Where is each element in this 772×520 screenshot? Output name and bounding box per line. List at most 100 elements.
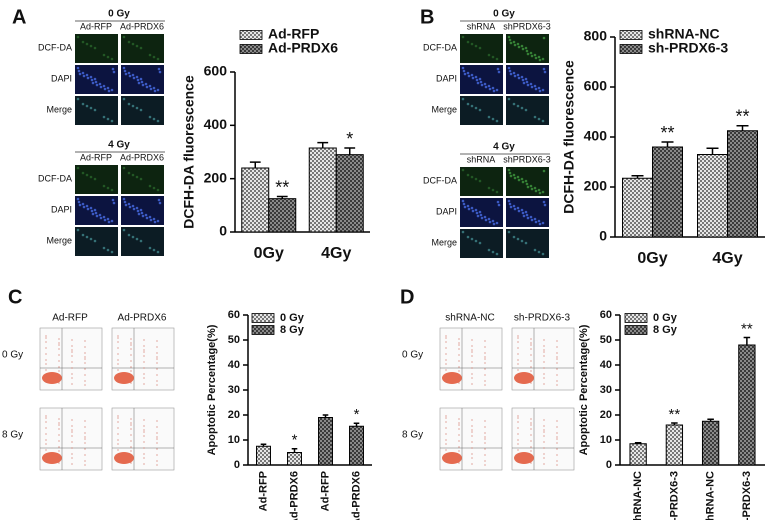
cell <box>542 67 546 71</box>
micrograph <box>506 229 549 258</box>
cell <box>470 206 474 210</box>
event <box>130 440 132 442</box>
event <box>556 352 558 354</box>
event <box>143 345 145 347</box>
event <box>530 446 532 448</box>
event <box>71 361 73 363</box>
cell <box>122 228 126 232</box>
event <box>445 461 447 463</box>
legend-label: Ad-RFP <box>268 26 319 42</box>
micrograph <box>75 65 118 94</box>
cell <box>152 217 156 221</box>
event <box>484 426 486 428</box>
cell <box>520 239 524 243</box>
event <box>458 434 460 436</box>
event <box>530 424 532 426</box>
cell <box>93 46 97 50</box>
event <box>45 337 47 339</box>
legend-swatch <box>624 325 648 335</box>
event <box>156 384 158 386</box>
event <box>156 352 158 354</box>
event <box>45 415 47 417</box>
significance: ** <box>741 320 753 337</box>
cell <box>141 83 145 87</box>
cell <box>102 246 106 250</box>
event <box>471 373 473 375</box>
event <box>543 355 545 357</box>
cell <box>492 89 496 93</box>
event <box>543 463 545 465</box>
event <box>143 367 145 369</box>
row-label: DAPI <box>436 206 457 216</box>
event <box>471 339 473 341</box>
event <box>556 448 558 450</box>
event <box>58 428 60 430</box>
event <box>130 360 132 362</box>
event <box>71 367 73 369</box>
cell <box>470 73 474 77</box>
y-tick-label: 50 <box>228 334 240 346</box>
micrograph <box>121 227 164 256</box>
cell <box>152 117 156 121</box>
micrograph <box>506 167 549 196</box>
y-tick-label: 30 <box>228 384 240 396</box>
event <box>484 442 486 444</box>
cell <box>157 67 161 71</box>
row-label: Merge <box>431 237 457 247</box>
event <box>484 420 486 422</box>
cell <box>110 88 114 92</box>
cell <box>541 57 545 61</box>
event <box>530 344 532 346</box>
event <box>471 453 473 455</box>
cell <box>110 119 114 123</box>
event <box>130 382 132 384</box>
cell <box>466 235 470 239</box>
cell <box>77 200 81 204</box>
cell <box>85 204 89 208</box>
event <box>84 436 86 438</box>
row-label: 8 Gy <box>402 430 423 441</box>
event <box>156 420 158 422</box>
cell <box>533 115 537 119</box>
cell <box>467 74 471 78</box>
cell <box>148 215 152 219</box>
cell <box>77 69 81 73</box>
event <box>530 382 532 384</box>
cell <box>93 239 97 243</box>
micrograph <box>506 34 549 63</box>
cell <box>524 77 528 81</box>
cell <box>496 67 500 71</box>
event <box>517 369 519 371</box>
cell <box>148 53 152 57</box>
cell <box>461 199 465 203</box>
panel-letter: C <box>8 286 22 308</box>
y-tick-label: 200 <box>584 178 608 194</box>
event <box>471 463 473 465</box>
cell <box>520 177 524 181</box>
cell <box>524 210 528 214</box>
cell-cloud <box>114 452 134 464</box>
cell <box>131 42 135 46</box>
cell <box>507 66 511 70</box>
x-tick-label: 0Gy <box>637 250 667 267</box>
event <box>143 355 145 357</box>
event <box>471 447 473 449</box>
cell <box>132 76 136 80</box>
micrograph <box>75 165 118 194</box>
event <box>543 425 545 427</box>
event <box>84 356 86 358</box>
cell <box>76 228 80 232</box>
cell <box>127 71 131 75</box>
significance: * <box>346 129 353 149</box>
cell <box>76 197 80 201</box>
event <box>543 373 545 375</box>
cell <box>524 241 528 245</box>
cell <box>139 108 143 112</box>
event <box>71 463 73 465</box>
x-tick-label: 4Gy <box>321 245 351 262</box>
event <box>556 436 558 438</box>
event <box>471 345 473 347</box>
cell <box>156 88 160 92</box>
cell <box>123 69 127 73</box>
event <box>156 460 158 462</box>
